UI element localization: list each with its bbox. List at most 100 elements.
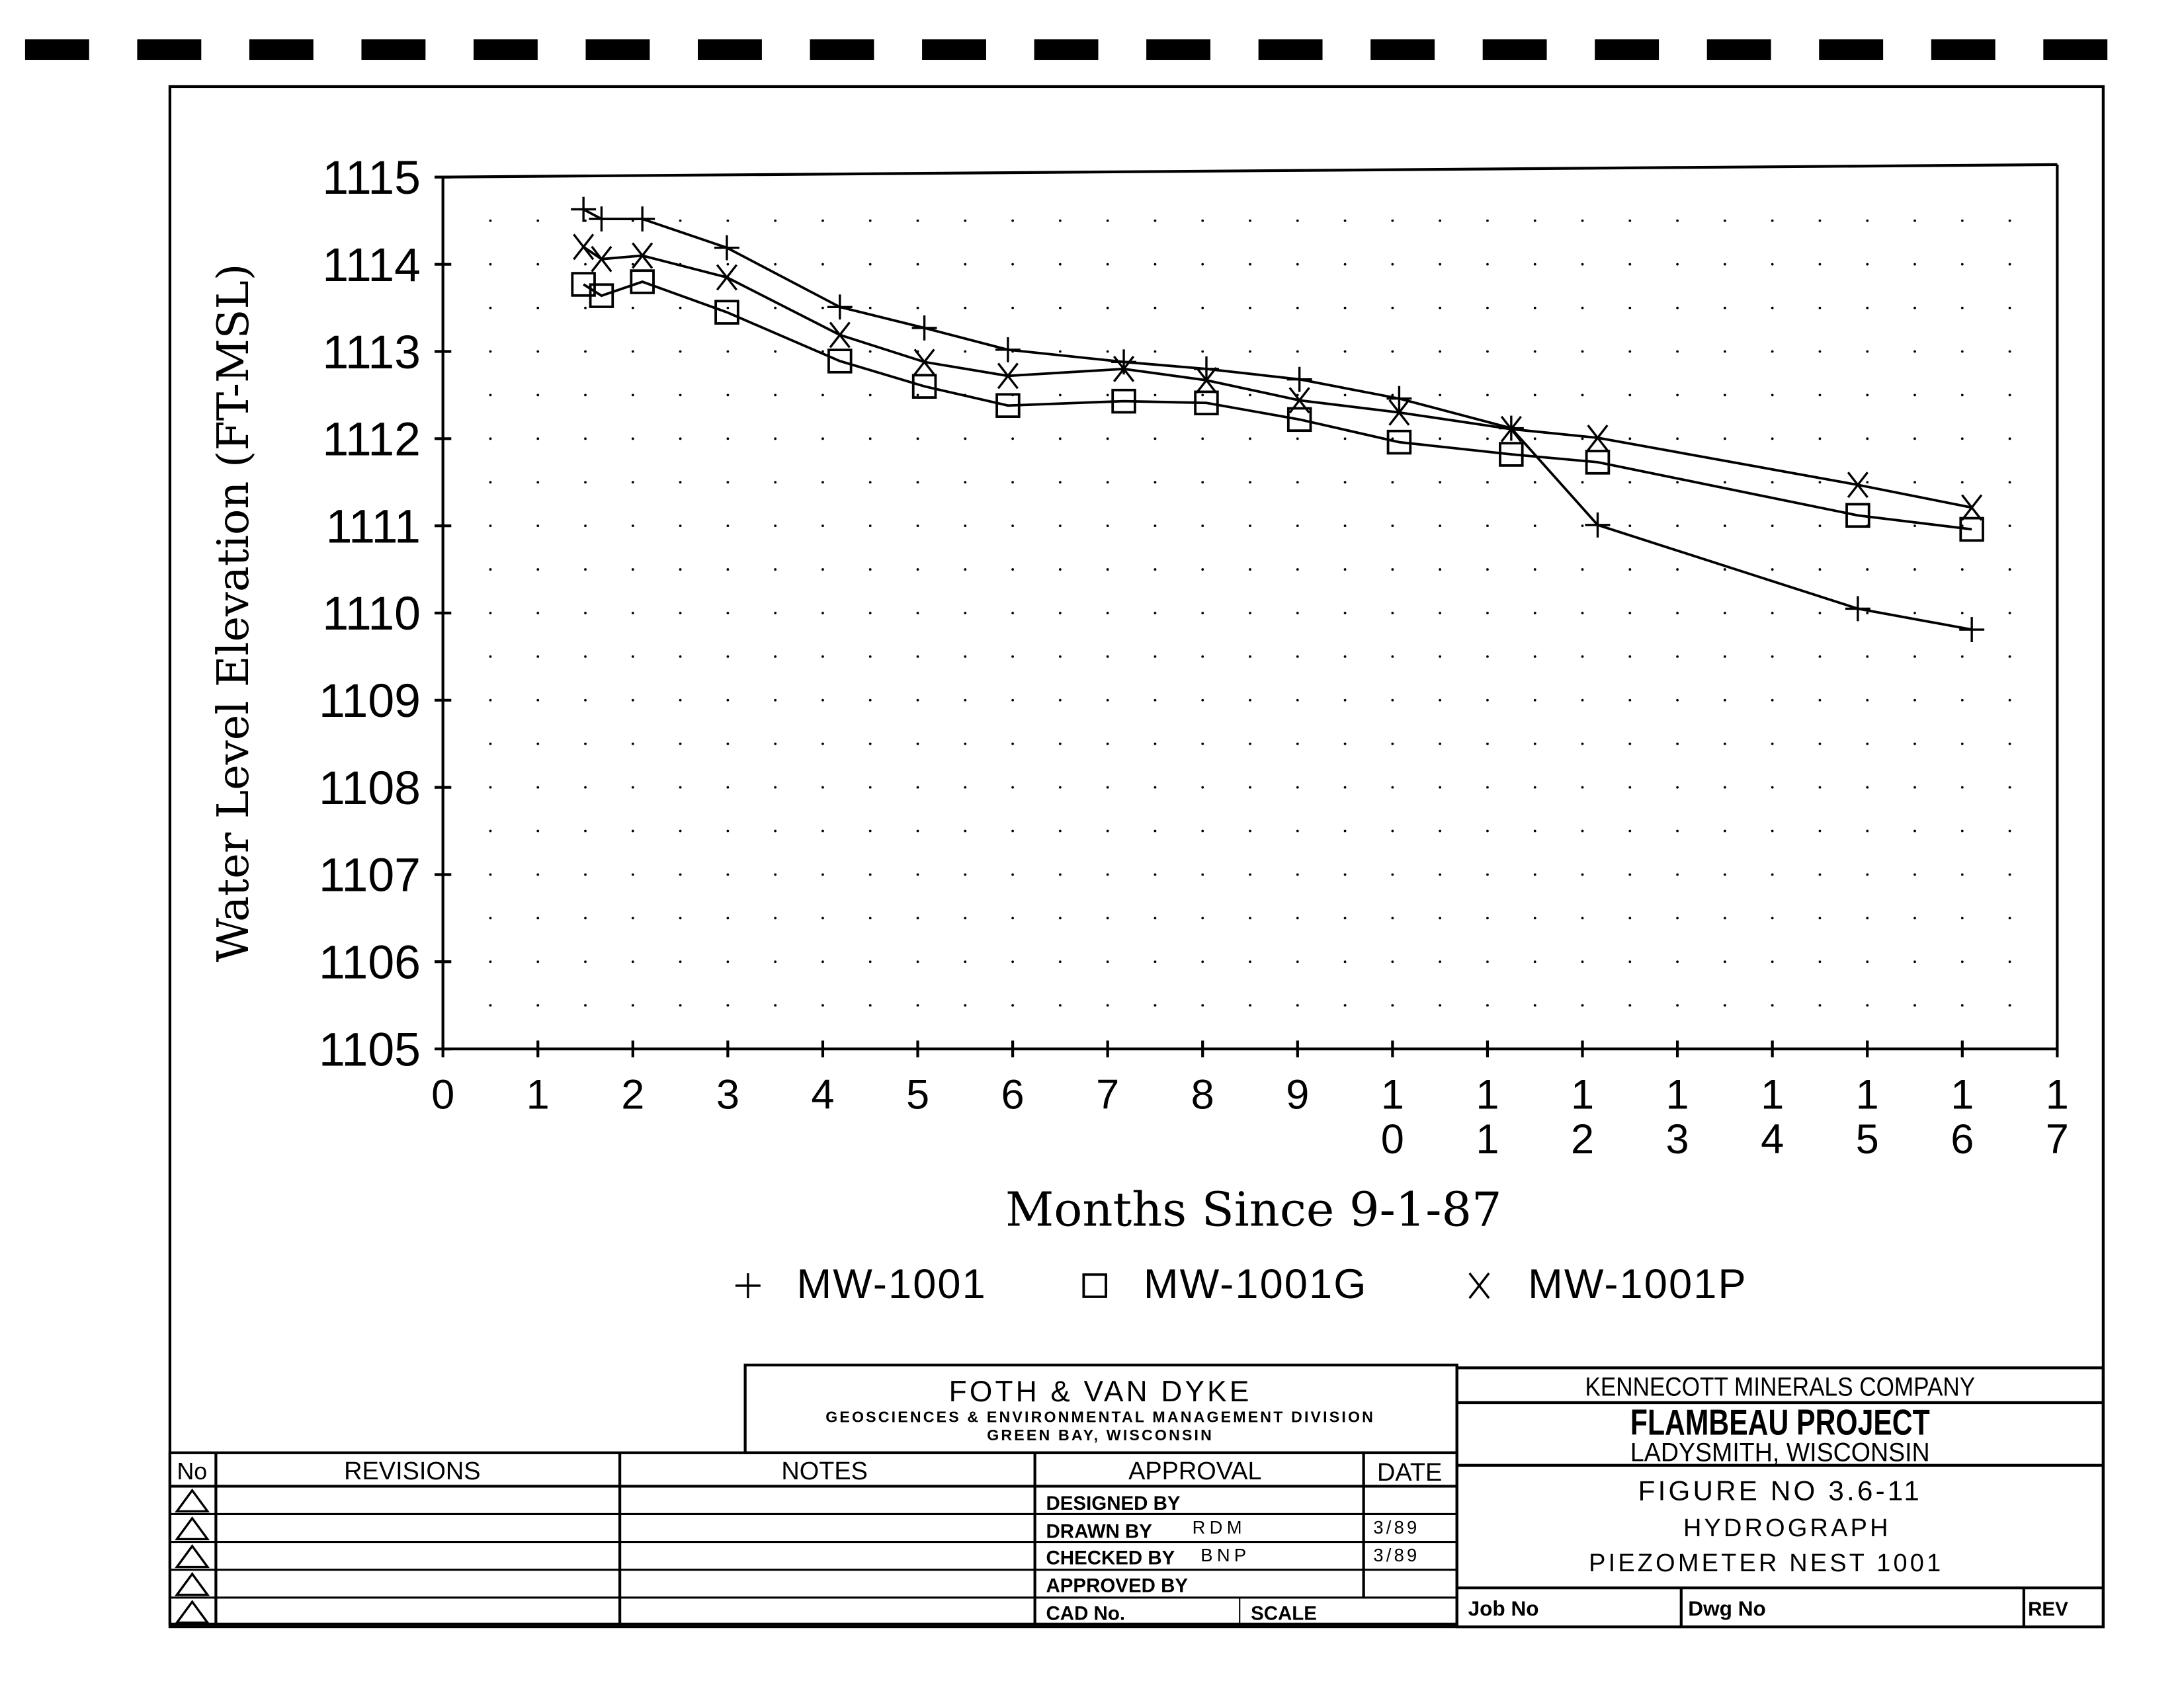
grid-dot <box>1723 873 1726 876</box>
grid-dot <box>1296 306 1299 309</box>
revision-triangle-icon <box>175 1600 210 1624</box>
grid-dot <box>1011 786 1014 789</box>
grid-dot <box>679 393 682 397</box>
grid-dot <box>489 873 492 876</box>
grid-dot <box>489 393 492 397</box>
x-marker <box>913 349 935 376</box>
grid-dot <box>868 524 872 528</box>
grid-dot <box>964 350 967 353</box>
grid-dot <box>1486 917 1489 920</box>
grid-dot <box>821 612 824 614</box>
grid-dot <box>1628 873 1632 876</box>
client-name: KENNECOTT MINERALS COMPANY <box>1585 1372 1975 1401</box>
grid-dot <box>1249 786 1251 789</box>
plus-marker <box>714 235 739 261</box>
grid-dot <box>1201 1004 1204 1007</box>
grid-dot <box>489 1004 492 1007</box>
grid-dot <box>1343 786 1347 789</box>
grid-dot <box>1486 873 1489 876</box>
grid-dot <box>726 786 730 789</box>
grid-dot <box>1818 481 1822 484</box>
grid-dot <box>1533 960 1536 964</box>
grid-dot <box>726 524 730 528</box>
series-mw-1001 <box>571 196 1985 642</box>
grid-dot <box>1533 786 1536 789</box>
grid-dot <box>1201 263 1204 266</box>
grid-dot <box>726 306 730 309</box>
grid-dot <box>2008 1004 2011 1007</box>
series-line <box>583 208 1972 631</box>
grid-dot <box>584 481 587 484</box>
grid-dot <box>1391 698 1394 702</box>
grid-dot <box>1866 655 1869 658</box>
grid-dot <box>584 655 587 658</box>
grid-dot <box>1439 655 1442 658</box>
grid-dot <box>1249 612 1251 614</box>
x-tick-label: 4 <box>811 1072 834 1118</box>
grid-dots <box>489 219 2059 1007</box>
grid-dot <box>1818 263 1822 266</box>
grid-dot <box>536 742 540 745</box>
x-marker <box>1500 415 1522 442</box>
x-tick-label: 16 <box>1951 1072 1974 1163</box>
grid-dot <box>1391 393 1394 397</box>
x-tick-digit: 2 <box>1571 1116 1594 1163</box>
grid-dot <box>1628 524 1632 528</box>
grid-dot <box>1581 917 1584 920</box>
grid-dot <box>1058 612 1062 614</box>
y-axis-title: Water Level Elevation (FT-MSL) <box>208 264 259 963</box>
grid-dot <box>2008 960 2011 964</box>
x-tick-digit: 8 <box>1191 1072 1214 1118</box>
grid-dot <box>1818 960 1822 964</box>
square-marker <box>911 374 937 399</box>
grid-dot <box>726 219 730 222</box>
grid-dot <box>1343 350 1347 353</box>
grid-dot <box>584 742 587 745</box>
grid-dot <box>1011 437 1014 440</box>
grid-dot <box>726 393 730 397</box>
grid-dot <box>1486 1004 1489 1007</box>
y-tick-label: 1105 <box>319 1023 421 1076</box>
grid-dot <box>868 219 872 222</box>
grid-dot <box>1866 263 1869 266</box>
grid-dot <box>726 568 730 571</box>
grid-dot <box>1249 829 1251 833</box>
grid-dot <box>1154 786 1157 789</box>
grid-dot <box>1676 306 1679 309</box>
grid-dot <box>1913 917 1916 920</box>
project-title-block <box>1455 1366 2105 1629</box>
grid-dot <box>1818 829 1822 833</box>
grid-dot <box>1533 219 1536 222</box>
grid-dot <box>1486 698 1489 702</box>
grid-dot <box>1011 481 1014 484</box>
grid-dot <box>916 829 919 833</box>
grid-dot <box>726 829 730 833</box>
grid-dot <box>1628 350 1632 353</box>
grid-dot <box>1771 873 1774 876</box>
grid-dot <box>679 786 682 789</box>
square-marker <box>1194 390 1219 416</box>
grid-dot <box>1960 393 1964 397</box>
square-marker <box>1386 429 1412 455</box>
grid-dot <box>1771 568 1774 571</box>
x-tick-label: 0 <box>431 1072 454 1118</box>
grid-dot <box>1723 829 1726 833</box>
grid-dot <box>679 524 682 528</box>
grid-dot <box>536 873 540 876</box>
grid-dot <box>1391 1004 1394 1007</box>
grid-dot <box>1628 393 1632 397</box>
grid-dot <box>1439 873 1442 876</box>
grid-dot <box>1581 437 1584 440</box>
grid-dot <box>1154 306 1157 309</box>
series-group <box>571 196 1985 642</box>
grid-dot <box>1106 524 1109 528</box>
header-approval: APPROVAL <box>1128 1458 1261 1485</box>
grid-dot <box>1439 698 1442 702</box>
x-tick-digit: 4 <box>811 1072 834 1118</box>
grid-dot <box>1154 829 1157 833</box>
grid-dot <box>1391 917 1394 920</box>
grid-dot <box>1960 568 1964 571</box>
grid-dot <box>489 917 492 920</box>
grid-dot <box>1439 960 1442 964</box>
header-revisions: REVISIONS <box>344 1458 480 1485</box>
